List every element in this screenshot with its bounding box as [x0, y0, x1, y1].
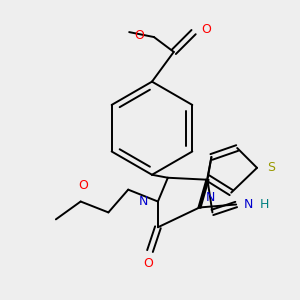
Text: O: O: [143, 257, 153, 270]
Text: H: H: [260, 198, 269, 211]
Text: S: S: [267, 161, 275, 174]
Text: N: N: [244, 198, 254, 211]
Text: N: N: [206, 191, 215, 205]
Text: O: O: [202, 22, 212, 36]
Text: N: N: [139, 195, 148, 208]
Text: O: O: [134, 28, 144, 42]
Text: O: O: [79, 178, 88, 192]
